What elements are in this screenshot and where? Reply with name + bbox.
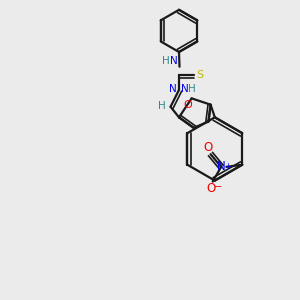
Text: N: N bbox=[182, 84, 189, 94]
Text: O: O bbox=[206, 182, 215, 196]
Text: +: + bbox=[224, 162, 231, 171]
Text: N: N bbox=[170, 56, 178, 67]
Text: H: H bbox=[158, 101, 166, 111]
Text: O: O bbox=[183, 100, 192, 110]
Text: N: N bbox=[217, 160, 226, 173]
Text: S: S bbox=[196, 70, 204, 80]
Text: H: H bbox=[163, 56, 170, 67]
Text: −: − bbox=[214, 182, 222, 192]
Text: N: N bbox=[169, 84, 176, 94]
Text: H: H bbox=[188, 84, 196, 94]
Text: O: O bbox=[204, 141, 213, 154]
